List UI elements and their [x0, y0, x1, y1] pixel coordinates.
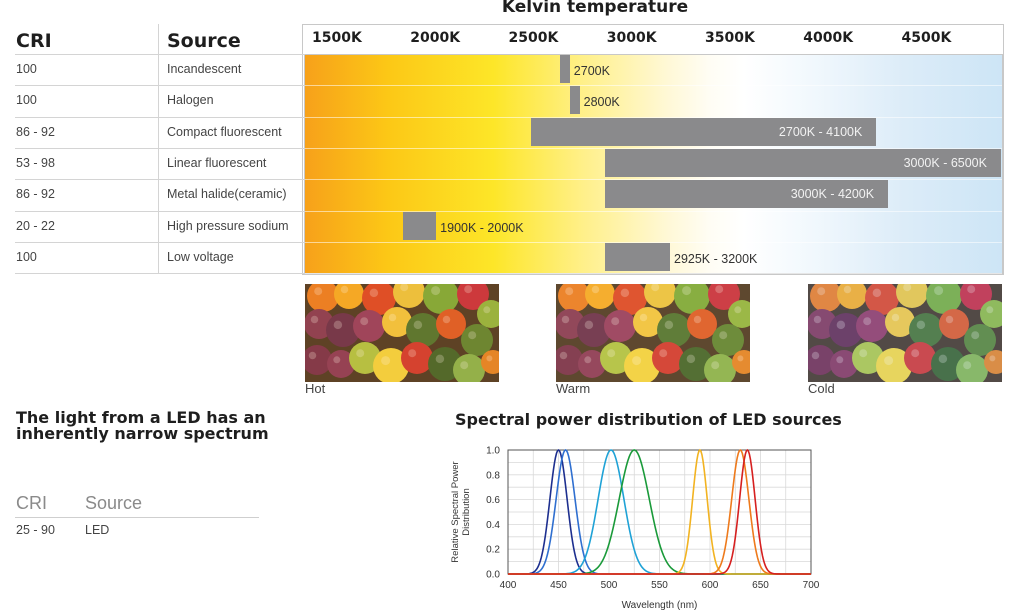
- led-cri-header: CRI: [16, 493, 47, 513]
- table-divider: [15, 147, 305, 149]
- kelvin-range-bar: [605, 148, 1001, 177]
- x-tick-label: 400: [500, 580, 517, 591]
- kelvin-range-bar: [559, 55, 570, 83]
- photo-caption: Hot: [305, 381, 326, 396]
- row-source-name: Incandescent: [167, 62, 242, 76]
- led-source-header: Source: [85, 493, 143, 513]
- led-heading: The light from a LED has an inherently n…: [16, 410, 269, 442]
- led-heading-line1: The light from a LED has an: [16, 408, 266, 427]
- kelvin-tick-label: 4000K: [803, 30, 854, 46]
- kelvin-range-label: 2700K: [573, 64, 610, 78]
- x-tick-label: 500: [601, 580, 618, 591]
- y-axis-label: Relative Spectral Power: [450, 461, 461, 562]
- row-cri-value: 100: [16, 249, 37, 264]
- cri-column-header: CRI: [16, 30, 52, 52]
- led-heading-line2: inherently narrow spectrum: [16, 424, 269, 443]
- kelvin-range-bar: [402, 211, 437, 240]
- row-gridline: [305, 241, 1002, 243]
- kelvin-chart-title: Kelvin temperature: [501, 0, 689, 17]
- row-cri-value: 86 - 92: [16, 124, 55, 139]
- table-divider: [15, 85, 305, 87]
- spd-chart-title: Spectral power distribution of LED sourc…: [455, 410, 842, 429]
- kelvin-tick-label: 4500K: [901, 30, 952, 46]
- kelvin-range-bar: [605, 242, 670, 271]
- row-source-name: High pressure sodium: [167, 218, 289, 233]
- y-tick-label: 0.6: [486, 495, 500, 506]
- produce-photo: [556, 284, 750, 382]
- photo-caption: Cold: [808, 381, 835, 396]
- kelvin-chart-frame: [302, 24, 1004, 275]
- kelvin-tick-label: 2500K: [508, 30, 559, 46]
- table-divider: [15, 273, 305, 275]
- series-line: [508, 448, 811, 575]
- photo-caption: Warm: [556, 381, 591, 396]
- kelvin-range-label: 2925K - 3200K: [674, 251, 758, 266]
- spd-chart: 400 450 500 550 600 650 700 0.0 0.2 0.4 0.6 0.8 1.0 W…: [450, 446, 820, 612]
- row-cri-value: 53 - 98: [16, 155, 55, 170]
- y-axis-label: Distribution: [461, 488, 472, 536]
- kelvin-range-label: 1900K - 2000K: [440, 220, 524, 235]
- row-source-name: Linear fluorescent: [167, 155, 267, 170]
- table-divider: [15, 54, 305, 55]
- source-column-header: Source: [167, 30, 241, 52]
- led-table-divider: [15, 517, 259, 518]
- kelvin-range-bar: [569, 86, 580, 115]
- table-divider: [15, 241, 305, 243]
- row-gridline: [305, 179, 1002, 181]
- y-tick-label: 0.8: [486, 470, 500, 481]
- x-axis-label: Wavelength (nm): [622, 600, 698, 611]
- row-cri-value: 100: [16, 62, 37, 76]
- kelvin-range-label: 2800K: [583, 95, 620, 110]
- y-tick-label: 0.0: [486, 570, 500, 581]
- produce-photo: [808, 284, 1002, 382]
- row-gridline: [305, 273, 1002, 275]
- row-gridline: [305, 210, 1002, 212]
- table-divider: [15, 210, 305, 212]
- x-tick-label: 450: [550, 580, 567, 591]
- x-tick-label: 700: [803, 580, 820, 591]
- row-gridline: [305, 116, 1002, 118]
- led-source-value: LED: [85, 523, 110, 537]
- kelvin-range-bar: [530, 117, 877, 146]
- row-source-name: Low voltage: [167, 249, 234, 264]
- row-source-name: Metal halide(ceramic): [167, 187, 287, 202]
- x-tick-label: 650: [752, 580, 769, 591]
- y-tick-label: 1.0: [486, 446, 500, 457]
- kelvin-range-label: 3000K - 4200K: [790, 187, 875, 202]
- kelvin-tick-label: 3000K: [606, 30, 657, 46]
- row-source-name: Halogen: [167, 93, 214, 108]
- row-gridline: [305, 147, 1002, 149]
- row-source-name: Compact fluorescent: [167, 124, 282, 139]
- x-tick-label: 550: [651, 580, 668, 591]
- led-cri-value: 25 - 90: [16, 523, 55, 537]
- kelvin-range-label: 2700K - 4100K: [778, 124, 863, 139]
- produce-photo: [305, 284, 499, 382]
- kelvin-tick-label: 3500K: [705, 30, 755, 46]
- row-cri-value: 100: [16, 93, 37, 108]
- y-tick-label: 0.2: [486, 545, 500, 556]
- table-divider: [15, 179, 305, 181]
- kelvin-range-label: 3000K - 6500K: [903, 155, 987, 170]
- kelvin-tick-label: 1500K: [312, 30, 362, 46]
- table-divider: [15, 116, 305, 118]
- row-cri-value: 20 - 22: [16, 218, 55, 233]
- row-gridline: [305, 85, 1002, 87]
- kelvin-tick-label: 2000K: [410, 30, 461, 46]
- kelvin-range-bar: [605, 180, 889, 209]
- column-divider: [158, 24, 159, 274]
- y-tick-label: 0.4: [486, 520, 500, 531]
- x-tick-label: 600: [702, 580, 719, 591]
- row-cri-value: 86 - 92: [16, 187, 55, 202]
